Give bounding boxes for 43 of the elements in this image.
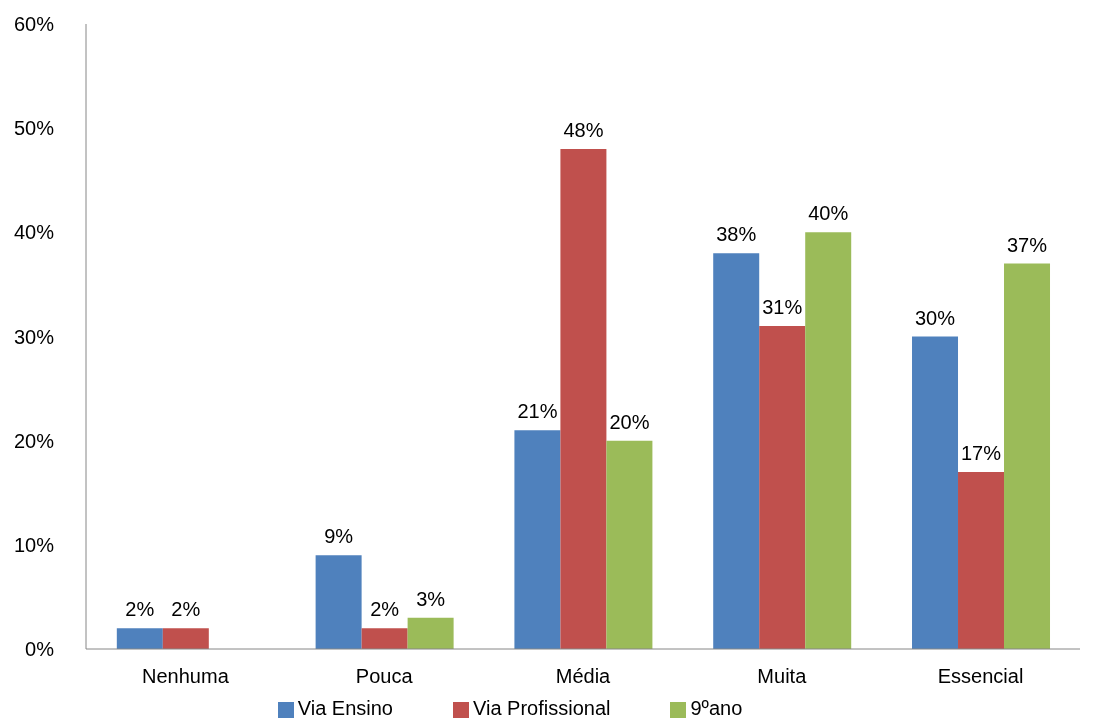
x-tick-label: Essencial [937,665,1024,688]
data-label: 37% [1007,233,1048,256]
data-label: 2% [171,598,201,621]
bar [116,628,163,649]
bar [805,232,852,649]
data-label: 48% [563,119,604,141]
bar [162,628,209,649]
y-tick-label: 10% [13,533,55,556]
data-label: 9% [324,525,354,548]
data-label: 17% [961,441,1002,464]
data-label: 31% [762,296,803,319]
x-tick-label: Nenhuma [142,665,230,688]
data-label: 30% [915,306,956,329]
bar [912,336,959,649]
bar [1004,263,1051,649]
bar [759,326,806,649]
bar [713,253,760,649]
data-label: 38% [716,223,757,246]
legend-label: Via Profissional [472,697,611,719]
data-label: 20% [609,410,650,433]
legend-label: 9ºano [690,697,743,719]
data-label: 2% [125,598,155,621]
bar [606,440,653,649]
data-label: 3% [416,587,446,610]
data-label: 40% [808,202,849,225]
bar [560,149,607,649]
x-tick-label: Média [555,665,612,688]
data-label: 2% [370,598,400,621]
y-tick-label: 60% [13,13,55,36]
bar [315,555,362,649]
bar [958,471,1005,649]
bar [514,430,561,649]
x-tick-label: Pouca [355,665,414,688]
x-tick-label: Muita [757,665,808,688]
y-tick-label: 0% [25,638,55,661]
data-label: 21% [517,400,558,423]
bar [361,628,408,649]
legend-label: Via Ensino [297,697,393,719]
y-tick-label: 50% [13,117,55,140]
y-tick-label: 40% [13,221,55,244]
y-tick-label: 20% [13,429,55,452]
bar [407,617,454,649]
y-tick-label: 30% [13,325,55,348]
